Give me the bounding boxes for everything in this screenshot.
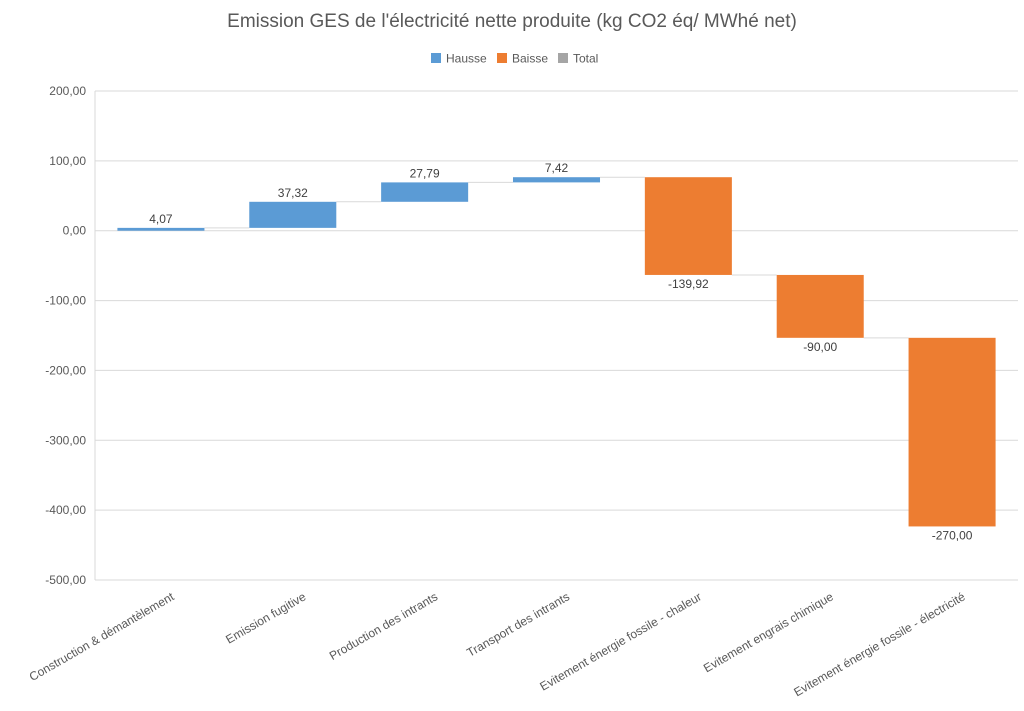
bar-hausse	[249, 201, 337, 228]
y-tick-label: -100,00	[45, 294, 86, 308]
legend-swatch-baisse	[497, 53, 507, 63]
x-category-label: Evitement engrais chimique	[701, 589, 836, 675]
y-tick-label: -300,00	[45, 433, 86, 447]
data-label: -270,00	[932, 528, 973, 542]
data-label: 7,42	[545, 161, 569, 175]
y-tick-label: 0,00	[63, 224, 87, 238]
data-label: 27,79	[410, 166, 440, 180]
bar-baisse	[908, 337, 996, 527]
connector-lines	[204, 176, 909, 339]
bar-baisse	[776, 274, 864, 338]
chart-title: Emission GES de l'électricité nette prod…	[227, 11, 797, 32]
x-category-label: Construction & démantèlement	[27, 589, 177, 684]
y-axis-tick-labels: 200,00 100,00 0,00 -100,00 -200,00 -300,00 -40…	[45, 84, 86, 587]
bar-hausse	[512, 177, 601, 183]
x-category-label: Production des intrants	[327, 589, 440, 662]
legend-swatch-hausse	[431, 53, 441, 63]
y-tick-label: 100,00	[49, 154, 86, 168]
bars	[117, 177, 996, 527]
data-label: 37,32	[278, 186, 308, 200]
data-label: -139,92	[668, 277, 709, 291]
bar-hausse	[117, 227, 205, 231]
x-category-label: Emission fugitive	[223, 589, 308, 646]
x-category-label: Transport des intrants	[464, 589, 572, 659]
legend-label-baisse: Baisse	[512, 52, 548, 66]
data-label: -90,00	[803, 340, 837, 354]
x-axis-category-labels: Construction & démantèlement Emission fug…	[27, 589, 968, 699]
legend-label-hausse: Hausse	[446, 52, 487, 66]
data-label: 4,07	[149, 212, 173, 226]
legend-swatch-total	[558, 53, 568, 63]
data-labels: 4,07 37,32 27,79 7,42 -139,92 -90,00 -270,00	[149, 161, 972, 542]
bar-hausse	[381, 182, 469, 202]
y-tick-label: -500,00	[45, 573, 86, 587]
legend-label-total: Total	[573, 52, 598, 66]
bar-baisse	[644, 177, 732, 275]
chart-legend: Hausse Baisse Total	[431, 52, 598, 66]
y-tick-label: 200,00	[49, 84, 86, 98]
gridlines	[94, 90, 1018, 581]
y-tick-label: -200,00	[45, 363, 86, 377]
y-tick-label: -400,00	[45, 503, 86, 517]
